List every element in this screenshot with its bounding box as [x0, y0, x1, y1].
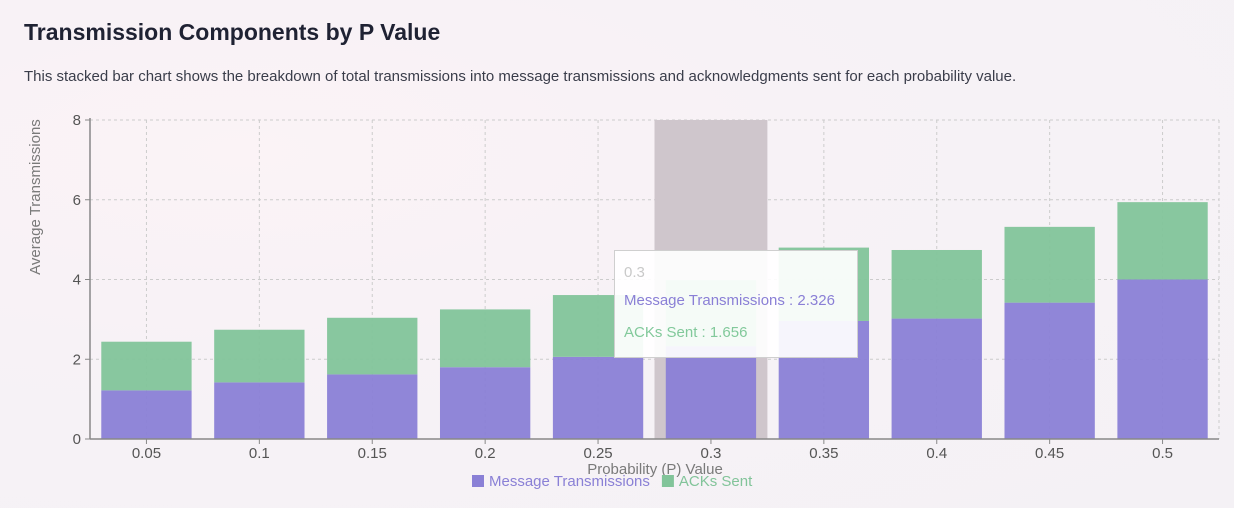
bar-acks-sent[interactable] [327, 317, 418, 375]
y-axis-title: Average Transmissions [27, 119, 44, 275]
bar-acks-sent[interactable] [891, 249, 982, 319]
x-tick-label: 0.35 [809, 445, 838, 462]
y-tick-label: 2 [73, 351, 81, 368]
axes: 0 2 4 6 8 0.05 0.1 0.15 0.2 0.25 0.3 0.35 0.4 0.45 0.5 [73, 112, 1219, 462]
bar-message-transmissions[interactable] [101, 390, 192, 439]
legend-swatch-acks-sent [661, 475, 674, 487]
y-tick-label: 6 [73, 192, 81, 209]
x-tick-label: 0.05 [132, 445, 161, 462]
tooltip-label: 0.3 [624, 264, 645, 281]
bar-message-transmissions[interactable] [1004, 302, 1095, 439]
x-tick-label: 0.5 [1152, 445, 1173, 462]
x-tick-label: 0.1 [249, 445, 270, 462]
x-tick-label: 0.2 [475, 445, 496, 462]
x-axis-title: Probability (P) Value [587, 461, 723, 478]
bar-message-transmissions[interactable] [1117, 279, 1208, 440]
y-tick-label: 8 [73, 112, 81, 129]
x-tick-label: 0.25 [583, 445, 612, 462]
x-tick-label: 0.15 [358, 445, 387, 462]
bar-acks-sent[interactable] [439, 309, 531, 368]
bar-acks-sent[interactable] [101, 341, 192, 391]
bar-acks-sent[interactable] [1117, 202, 1208, 280]
bar-acks-sent[interactable] [1004, 226, 1095, 303]
page-title: Transmission Components by P Value [24, 19, 441, 45]
y-tick-label: 0 [73, 431, 81, 448]
legend: Message Transmissions ACKs Sent [472, 473, 753, 490]
bar-message-transmissions[interactable] [891, 318, 982, 439]
tooltip-acks-sent: ACKs Sent : 1.656 [624, 324, 748, 341]
chart-tooltip: 0.3 Message Transmissions : 2.326 ACKs S… [614, 250, 858, 358]
legend-swatch-message-transmissions [472, 475, 484, 487]
x-tick-label: 0.45 [1035, 445, 1064, 462]
y-tick-label: 4 [73, 272, 81, 289]
bar-message-transmissions[interactable] [665, 346, 757, 439]
bar-message-transmissions[interactable] [327, 374, 418, 439]
tooltip-message-transmissions: Message Transmissions : 2.326 [624, 292, 835, 309]
bar-message-transmissions[interactable] [214, 382, 305, 439]
legend-label-acks-sent[interactable]: ACKs Sent [679, 473, 753, 490]
x-tick-label: 0.4 [926, 445, 947, 462]
bar-message-transmissions[interactable] [439, 367, 531, 439]
legend-label-message-transmissions[interactable]: Message Transmissions [489, 473, 650, 490]
x-tick-label: 0.3 [701, 445, 722, 462]
bar-message-transmissions[interactable] [552, 356, 644, 439]
bar-acks-sent[interactable] [214, 329, 305, 383]
chart-description: This stacked bar chart shows the breakdo… [24, 68, 1017, 85]
